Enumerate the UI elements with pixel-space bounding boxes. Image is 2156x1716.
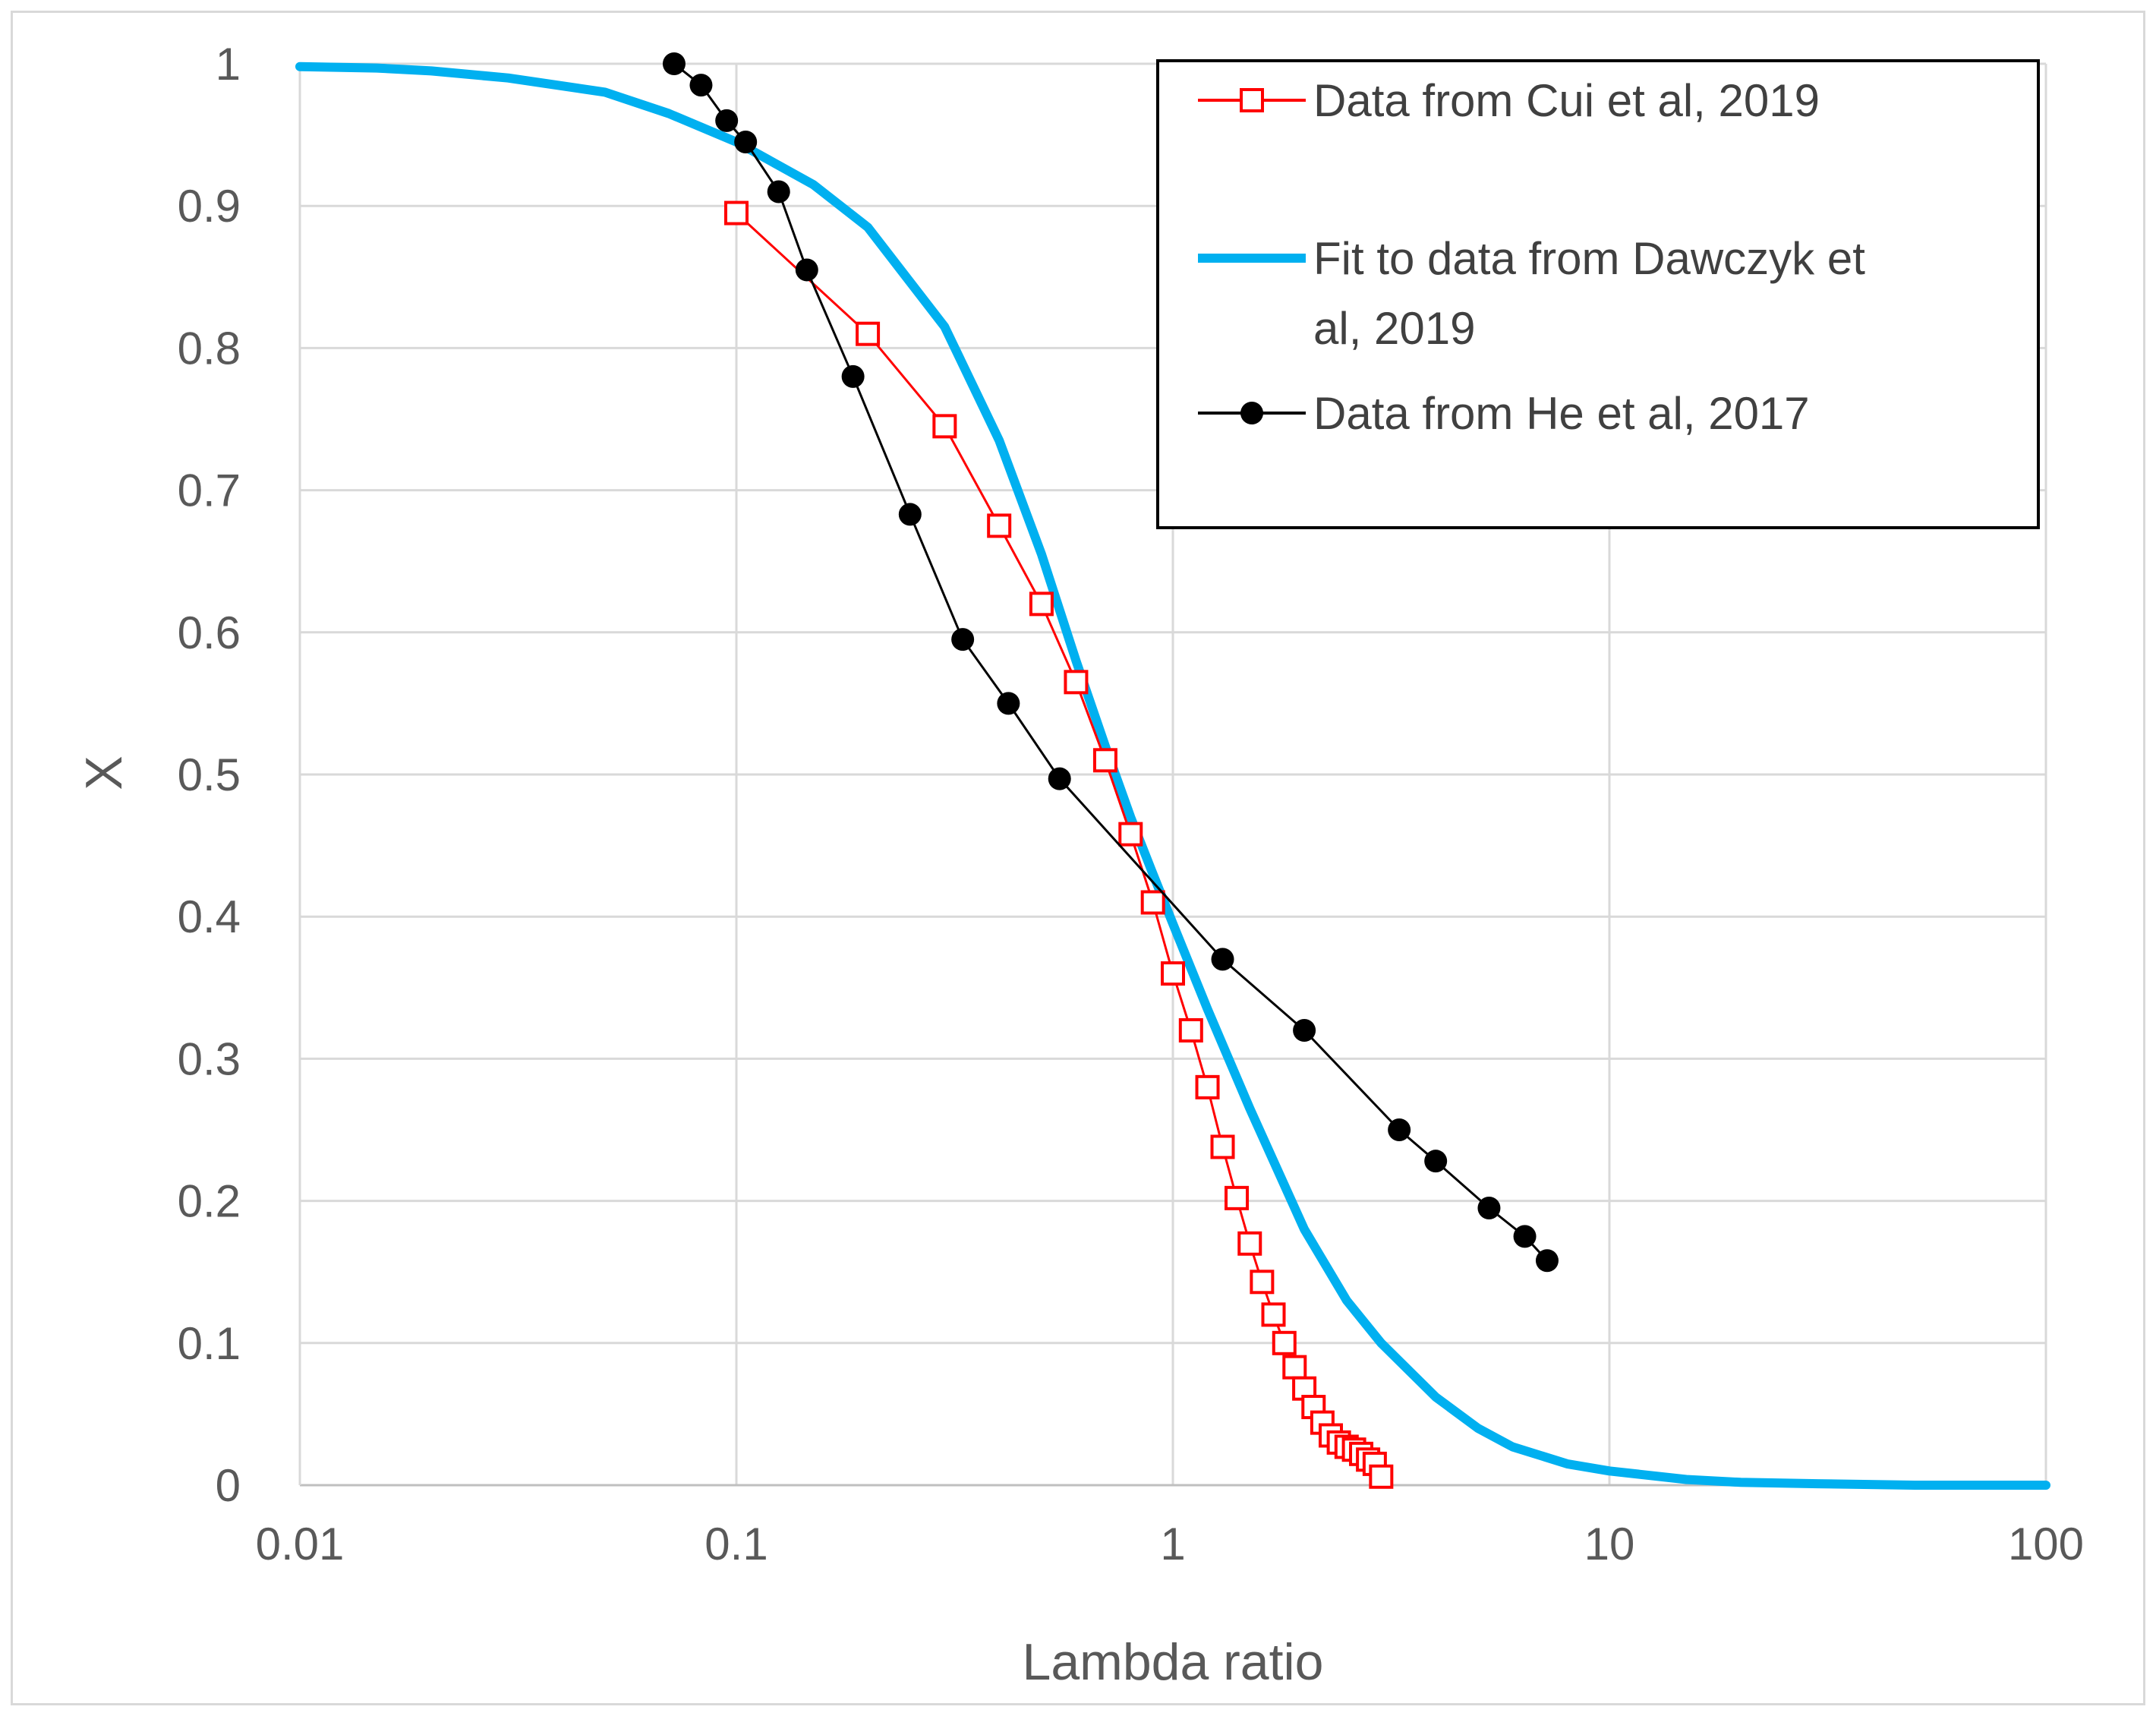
data-point-cui (1210, 1134, 1235, 1159)
legend-label-cui: Data from Cui et al, 2019 (1313, 75, 1820, 126)
data-point-cui (1064, 670, 1089, 695)
data-point-cui (724, 200, 749, 226)
data-point-he (795, 258, 818, 282)
y-tick-label: 0.9 (178, 181, 241, 232)
data-point-cui (1140, 890, 1165, 915)
data-point-he (841, 364, 865, 388)
x-tick-label: 100 (2008, 1519, 2084, 1569)
y-axis-title: X (75, 755, 133, 790)
data-point-cui (1237, 1231, 1262, 1256)
data-point-he (1424, 1150, 1448, 1173)
data-point-he (951, 628, 975, 651)
axes: 0 0.1 0.2 0.3 0.4 0.5 0.6 0.7 0.8 0.9 1 0.01 0.1 1 10 1… (178, 39, 2084, 1569)
data-point-cui (1261, 1302, 1286, 1327)
data-point-he (1211, 948, 1234, 971)
data-point-he (715, 109, 739, 132)
legend-label-dawczyk-line1: Fit to data from Dawczyk et (1313, 233, 1865, 284)
data-point-he (689, 74, 713, 97)
data-point-cui (1118, 822, 1143, 847)
legend: Data from Cui et al, 2019 Fit to data fr… (1156, 59, 2040, 529)
legend-entry-he: Data from He et al, 2017 (1198, 388, 1810, 439)
data-point-cui (1161, 961, 1185, 986)
x-axis-title: Lambda ratio (1023, 1633, 1324, 1691)
data-point-cui (1369, 1464, 1394, 1489)
series-layer (295, 52, 2050, 1490)
data-point-cui (1282, 1355, 1307, 1380)
data-point-cui (1272, 1330, 1297, 1355)
data-point-he (1388, 1118, 1411, 1141)
y-tick-label: 0.5 (178, 749, 241, 800)
data-point-he (898, 503, 922, 526)
data-point-cui (1195, 1074, 1220, 1099)
data-point-he (1513, 1225, 1537, 1248)
y-tick-label: 0.6 (178, 607, 241, 658)
legend-entry-dawczyk: Fit to data from Dawczyk et al, 2019 (1198, 233, 1865, 354)
y-tick-label: 1 (216, 39, 241, 90)
y-tick-label: 0.1 (178, 1318, 241, 1369)
data-point-he (997, 692, 1020, 715)
legend-label-he: Data from He et al, 2017 (1313, 388, 1810, 439)
data-point-cui (1225, 1185, 1250, 1210)
data-point-cui (1178, 1017, 1203, 1043)
data-point-cui (856, 321, 881, 346)
x-tick-label: 1 (1160, 1519, 1185, 1569)
y-tick-label: 0.4 (178, 891, 241, 942)
data-point-he (1048, 767, 1071, 790)
data-point-cui (1092, 748, 1117, 773)
series-cui (724, 200, 1394, 1489)
legend-entry-cui: Data from Cui et al, 2019 (1198, 75, 1820, 126)
legend-box (1156, 59, 2040, 529)
y-tick-label: 0.2 (178, 1176, 241, 1227)
data-point-cui (932, 414, 957, 439)
data-point-he (1293, 1018, 1316, 1042)
data-point-he (767, 180, 790, 203)
y-tick-label: 0.7 (178, 465, 241, 516)
data-point-cui (987, 513, 1012, 538)
y-tick-label: 0 (216, 1460, 241, 1511)
x-tick-label: 10 (1584, 1519, 1635, 1569)
x-tick-label: 0.1 (704, 1519, 768, 1569)
data-point-cui (1250, 1270, 1275, 1295)
data-point-he (1477, 1196, 1501, 1219)
legend-label-dawczyk-line2: al, 2019 (1313, 303, 1476, 354)
x-tick-label: 0.01 (256, 1519, 345, 1569)
legend-swatch-cui-marker (1240, 88, 1264, 112)
data-point-he (1535, 1249, 1559, 1273)
data-point-he (662, 52, 686, 75)
y-tick-label: 0.8 (178, 323, 241, 374)
y-tick-label: 0.3 (178, 1033, 241, 1084)
data-point-cui (1029, 591, 1054, 617)
series-he (662, 52, 1559, 1273)
data-point-he (734, 130, 758, 153)
legend-swatch-he-marker (1240, 402, 1263, 424)
